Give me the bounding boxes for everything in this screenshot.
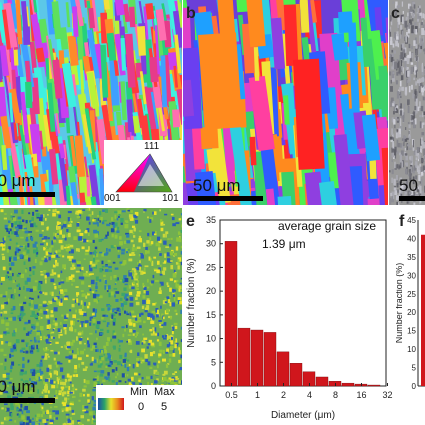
x-tick-label: 1 (255, 390, 260, 400)
kam-max-label: Max (154, 386, 175, 398)
ipf-label-001: 001 (104, 193, 121, 204)
y-tick-label: 30 (206, 239, 216, 249)
y-tick-label: 35 (206, 215, 216, 225)
kam-high-label: 5 (161, 401, 168, 413)
kam-color-ramp (98, 398, 124, 410)
x-tick-label: 0.5 (225, 390, 238, 400)
y-tick-label: 25 (206, 262, 216, 272)
chart-annotation-value: 1.39 μm (262, 237, 306, 251)
y-axis-label: Number fraction (%) (186, 258, 197, 347)
x-tick-label: 8 (333, 390, 338, 400)
panel-f-histogram: 0 5 10 15 20 25 30 35 40 45 Number fraction (%) f (396, 208, 425, 425)
y-tick-label: 20 (206, 286, 216, 296)
histogram-bar (367, 384, 381, 387)
scale-label-c: 50 (399, 176, 418, 195)
scale-bar-a (0, 192, 55, 197)
panel-d-kam-map: 50 μm Min Max 0 5 (0, 208, 182, 425)
panel-c-band-contrast: c 50 (389, 0, 425, 205)
histogram-bar (341, 382, 355, 387)
ipf-label-111: 111 (144, 141, 160, 152)
y-tick-label: 0 (412, 382, 417, 391)
ipf-color-key: 111 001 101 (104, 140, 182, 205)
chart-annotation: average grain size (278, 219, 376, 233)
y-tick-label: 15 (407, 327, 416, 336)
scale-label-d: 50 μm (0, 377, 36, 396)
histogram-bar (289, 363, 303, 387)
histogram-f: 0 5 10 15 20 25 30 35 40 45 Number fraction (%) (396, 216, 425, 391)
scale-bar-c (399, 196, 425, 201)
x-tick-label: 16 (356, 390, 366, 400)
y-tick-label: 25 (407, 290, 416, 299)
y-tick-label: 10 (206, 334, 216, 344)
x-tick-label: 32 (382, 390, 392, 400)
y-tick-label: 0 (211, 381, 216, 391)
panel-letter-c: c (391, 5, 400, 22)
y-tick-label: 40 (407, 234, 416, 243)
y-tick-label: 35 (407, 253, 416, 262)
ipf-triangle-icon (115, 153, 173, 193)
scale-label-a: 50 μm (0, 171, 36, 190)
panel-a-ipf-map: 111 001 101 50 μm (0, 0, 182, 205)
scale-label-b: 50 μm (193, 176, 241, 195)
x-axis-label: Diameter (μm) (271, 410, 335, 421)
panel-e-histogram: 0 5 10 15 20 25 30 35 0.5 1 2 4 8 16 32 Diameter (μm) Nu… (182, 208, 396, 425)
kam-color-legend: Min Max 0 5 (96, 385, 182, 425)
y-tick-label: 15 (206, 310, 216, 320)
scale-bar-d (0, 398, 55, 403)
histogram-bar (250, 329, 264, 387)
scale-bar-b (188, 196, 263, 201)
kam-map-d (0, 208, 182, 425)
histogram-bar (421, 234, 425, 386)
panel-b-grain-map: b 50 μm (183, 0, 388, 205)
histogram-bar (224, 241, 238, 387)
y-tick-label: 5 (412, 364, 417, 373)
grain-size-histogram: 0 5 10 15 20 25 30 35 0.5 1 2 4 8 16 32 Diameter (μm) Nu… (186, 215, 393, 421)
x-tick-label: 2 (281, 390, 286, 400)
y-axis-label: Number fraction (%) (396, 263, 404, 344)
histogram-bar (237, 327, 251, 387)
ipf-label-101: 101 (162, 193, 179, 204)
y-tick-label: 10 (407, 345, 416, 354)
panel-letter-f: f (399, 213, 405, 230)
y-tick-label: 30 (407, 271, 416, 280)
histogram-bar (263, 332, 277, 387)
panel-letter-b: b (186, 5, 196, 22)
kam-low-label: 0 (138, 401, 145, 413)
y-tick-label: 45 (407, 216, 416, 225)
panel-letter-e: e (186, 213, 195, 230)
y-tick-label: 20 (407, 308, 416, 317)
band-contrast-map-c (389, 0, 425, 205)
histogram-bar (315, 376, 329, 387)
x-tick-label: 4 (307, 390, 312, 400)
kam-min-label: Min (130, 386, 148, 398)
grain-map-b (183, 0, 388, 205)
histogram-bar (276, 351, 290, 387)
y-tick-label: 5 (211, 357, 216, 367)
